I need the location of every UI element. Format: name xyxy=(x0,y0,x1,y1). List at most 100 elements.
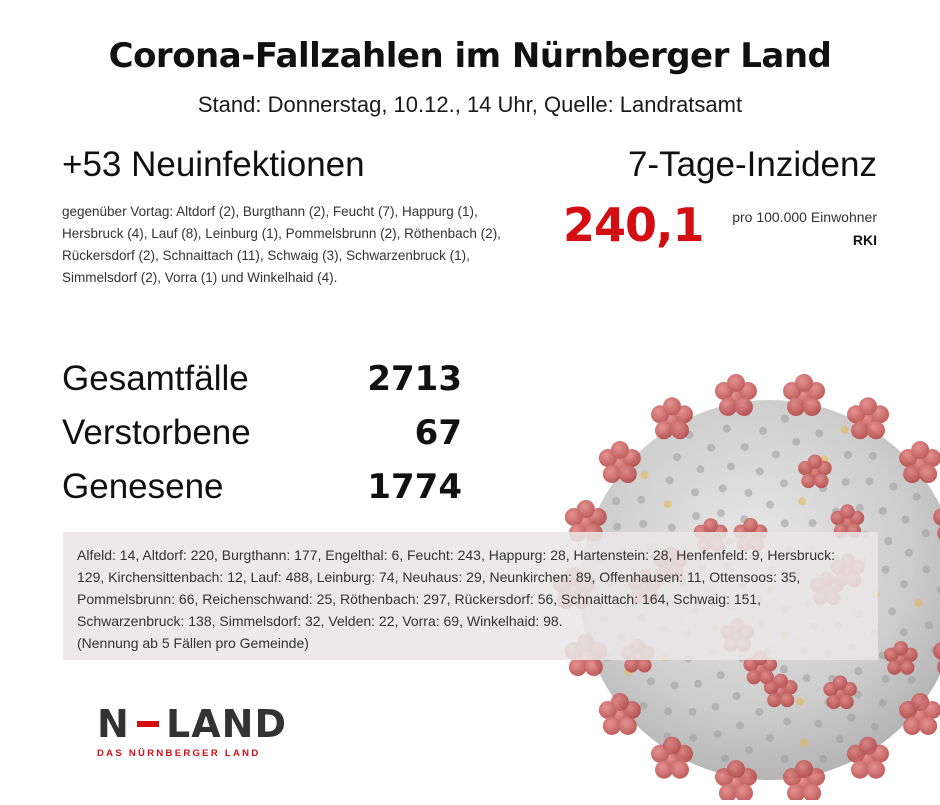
spike-protein xyxy=(933,508,940,540)
virus-texture xyxy=(637,495,646,504)
virus-texture xyxy=(904,548,913,557)
virus-texture xyxy=(732,691,741,700)
spike-protein xyxy=(847,397,889,440)
virus-texture xyxy=(865,477,874,486)
virus-texture xyxy=(707,443,716,452)
stat-value: 67 xyxy=(414,413,462,453)
virus-texture xyxy=(783,717,792,726)
spike-protein xyxy=(798,454,832,489)
virus-texture xyxy=(888,607,897,616)
incidence-unit: pro 100.000 Einwohner xyxy=(732,209,877,225)
page-title: Corona-Fallzahlen im Nürnberger Land xyxy=(108,36,832,76)
virus-texture xyxy=(914,599,923,608)
virus-texture xyxy=(881,565,890,574)
spike-protein xyxy=(830,504,865,538)
virus-texture xyxy=(792,437,801,446)
virus-texture xyxy=(779,665,788,674)
logo-dash xyxy=(136,721,160,727)
stat-value: 1774 xyxy=(367,467,462,507)
virus-texture xyxy=(921,529,930,538)
new-infections-detail: gegenüber Vortag: Altdorf (2), Burgthann… xyxy=(62,204,501,285)
incidence-source: RKI xyxy=(852,232,877,248)
logo-letter: N xyxy=(97,702,130,746)
virus-texture xyxy=(841,477,850,486)
virus-texture xyxy=(799,738,808,747)
logo-tagline: DAS NÜRNBERGER LAND xyxy=(97,748,261,759)
virus-texture xyxy=(808,519,817,528)
virus-texture xyxy=(672,453,681,462)
virus-texture xyxy=(663,500,672,509)
virus-texture xyxy=(744,746,753,755)
virus-texture xyxy=(868,451,877,460)
stats-table: Gesamtfälle 2713 Verstorbene 67 Genesene… xyxy=(62,352,462,514)
virus-texture xyxy=(766,500,774,509)
virus-texture xyxy=(766,733,774,742)
virus-texture xyxy=(881,674,890,683)
logo-word: LAND xyxy=(166,702,287,746)
virus-texture xyxy=(716,671,725,680)
virus-texture xyxy=(922,565,931,574)
breakdown-text: Alfeld: 14, Altdorf: 220, Burgthann: 177… xyxy=(77,547,836,629)
virus-texture xyxy=(802,674,811,683)
virus-texture xyxy=(755,467,764,476)
stat-label: Gesamtfälle xyxy=(62,359,249,398)
virus-texture xyxy=(780,414,789,423)
virus-texture xyxy=(780,479,789,488)
virus-texture xyxy=(696,465,705,474)
virus-texture xyxy=(819,754,828,763)
virus-texture xyxy=(689,733,698,742)
virus-texture xyxy=(899,628,908,637)
spike-protein xyxy=(651,736,693,779)
virus-texture xyxy=(780,754,789,763)
virus-texture xyxy=(727,462,736,471)
virus-texture xyxy=(855,503,864,512)
virus-texture xyxy=(759,427,768,436)
virus-texture xyxy=(690,488,699,497)
virus-texture xyxy=(711,702,720,711)
virus-texture xyxy=(755,707,764,716)
spike-protein xyxy=(884,641,918,675)
virus-texture xyxy=(640,471,649,480)
virus-texture xyxy=(612,497,621,506)
virus-texture xyxy=(771,450,780,459)
spike-protein xyxy=(933,642,940,674)
virus-texture xyxy=(639,519,648,528)
spike-protein xyxy=(823,675,857,710)
virus-texture xyxy=(884,536,893,545)
new-infections-heading: +53 Neuinfektionen xyxy=(62,145,365,184)
virus-texture xyxy=(665,476,674,485)
virus-texture xyxy=(667,523,676,532)
spike-protein xyxy=(598,692,641,735)
spike-protein xyxy=(598,441,641,484)
virus-texture xyxy=(843,451,852,459)
stat-label: Genesene xyxy=(62,467,224,506)
virus-texture xyxy=(907,676,916,685)
virus-texture xyxy=(795,697,804,706)
virus-texture xyxy=(835,735,844,744)
spike-protein xyxy=(651,397,693,440)
incidence-value: 240,1 xyxy=(563,198,705,252)
page-subtitle: Stand: Donnerstag, 10.12., 14 Uhr, Quell… xyxy=(197,92,743,117)
virus-texture xyxy=(722,424,731,433)
virus-texture xyxy=(878,698,887,707)
spike-protein xyxy=(847,736,889,779)
virus-texture xyxy=(735,721,744,730)
virus-texture xyxy=(639,701,648,710)
virus-texture xyxy=(879,506,888,515)
virus-texture xyxy=(889,482,898,491)
virus-texture xyxy=(692,512,701,521)
virus-texture xyxy=(688,707,697,716)
virus-texture xyxy=(871,722,880,731)
virus-texture xyxy=(664,707,673,716)
breakdown-note: (Nennung ab 5 Fällen pro Gemeinde) xyxy=(77,635,309,651)
n-land-logo: N LAND DAS NÜRNBERGER LAND xyxy=(97,702,287,759)
virus-texture xyxy=(713,730,722,739)
stat-row-recovered: Genesene 1774 xyxy=(62,460,462,514)
virus-texture xyxy=(901,515,910,524)
virus-texture xyxy=(936,586,940,594)
virus-texture xyxy=(854,667,863,676)
virus-texture xyxy=(647,677,656,686)
virus-texture xyxy=(717,509,726,518)
incidence-heading: 7-Tage-Inzidenz xyxy=(627,145,877,184)
virus-texture xyxy=(780,519,789,528)
